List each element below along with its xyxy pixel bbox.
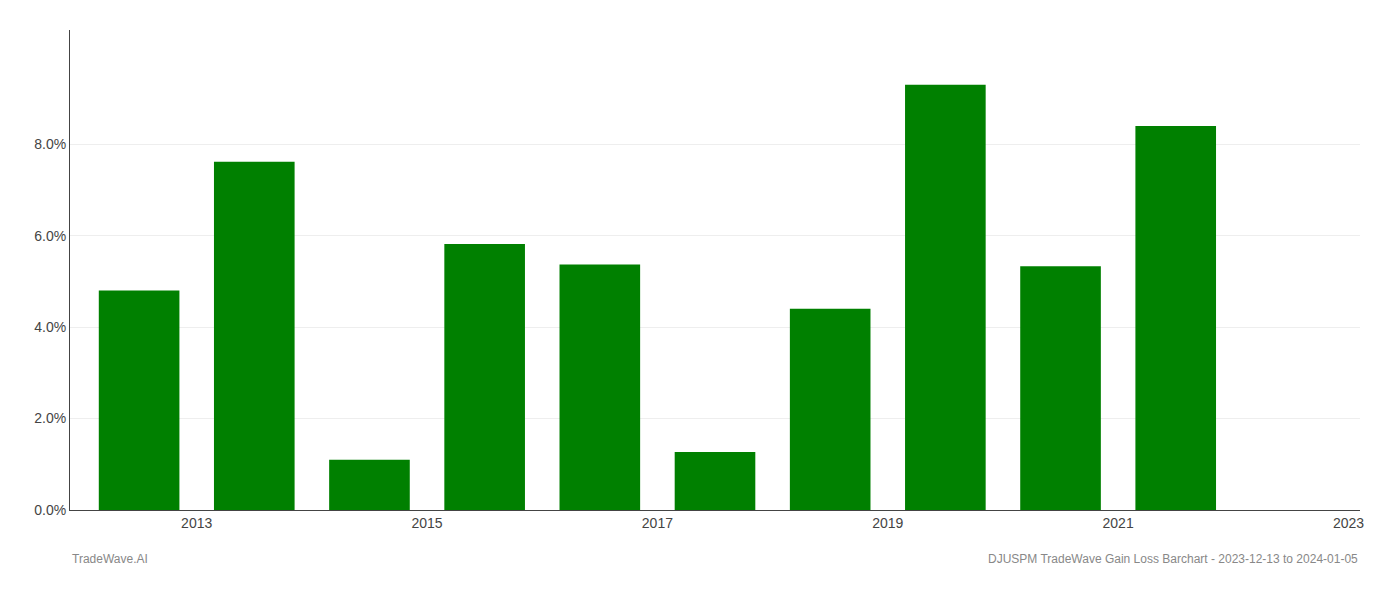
svg-text:TradeWave.AI: TradeWave.AI (72, 552, 148, 566)
svg-text:4.0%: 4.0% (34, 319, 66, 335)
svg-text:2.0%: 2.0% (34, 410, 66, 426)
svg-text:2015: 2015 (411, 515, 442, 531)
svg-text:2021: 2021 (1103, 515, 1134, 531)
svg-text:2013: 2013 (181, 515, 212, 531)
svg-text:6.0%: 6.0% (34, 228, 66, 244)
svg-text:2023: 2023 (1333, 515, 1364, 531)
svg-text:8.0%: 8.0% (34, 136, 66, 152)
svg-text:0.0%: 0.0% (34, 502, 66, 518)
svg-text:2019: 2019 (872, 515, 903, 531)
svg-text:DJUSPM TradeWave Gain Loss Bar: DJUSPM TradeWave Gain Loss Barchart - 20… (988, 552, 1358, 566)
svg-text:2017: 2017 (642, 515, 673, 531)
